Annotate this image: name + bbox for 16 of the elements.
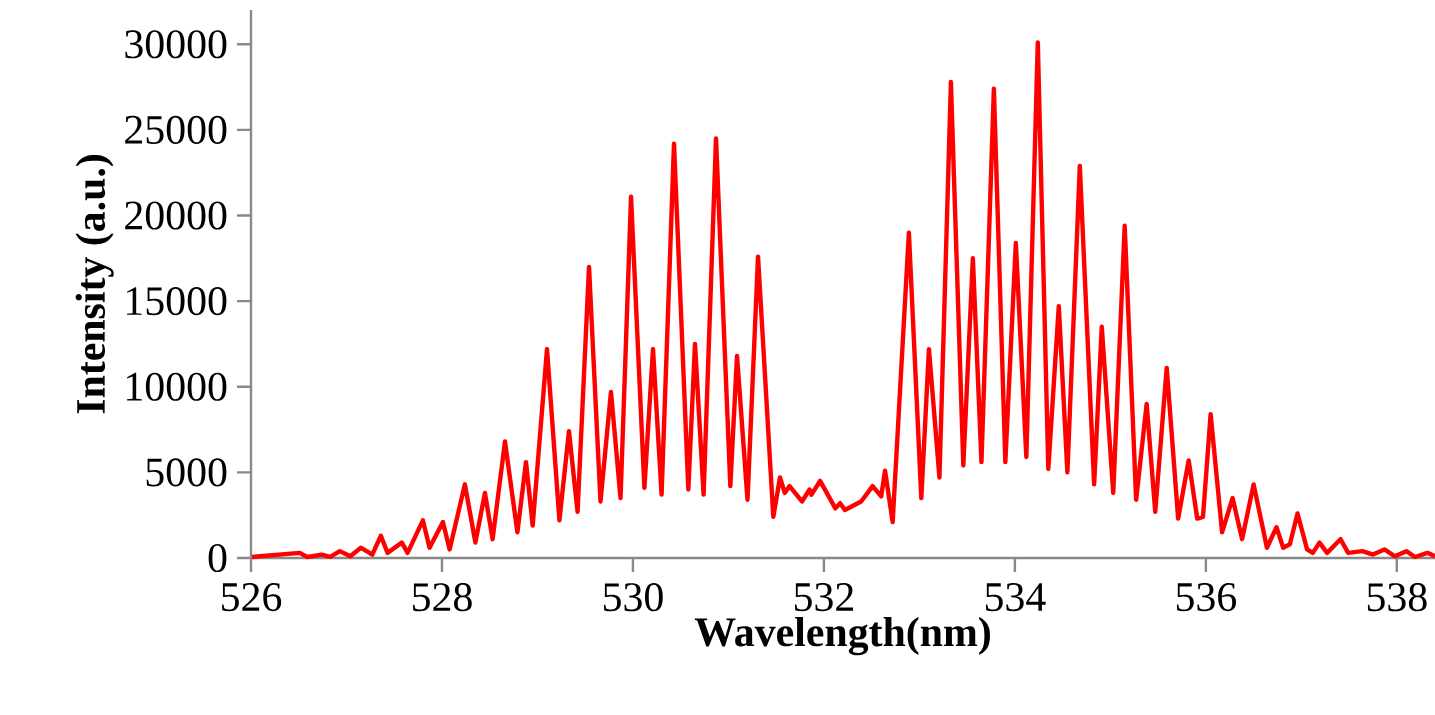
x-tick-label: 526 [222,583,282,612]
y-tick-label: 30000 [125,30,227,59]
x-tick-label: 534 [985,583,1046,612]
y-tick-label: 10000 [127,372,227,401]
y-tick-label: 5000 [146,458,227,487]
y-axis-title: Intensity (a.u.) [75,155,114,414]
x-tick-label: 530 [604,583,663,612]
y-tick-label: 0 [208,543,227,573]
x-tick-label: 532 [794,583,853,612]
x-tick-label: 536 [1176,583,1236,612]
y-tick-label: 20000 [125,201,227,230]
y-tick-label: 25000 [125,115,227,144]
y-tick-label: 15000 [127,287,227,316]
x-axis-title: Wavelength(nm) [694,616,990,656]
x-tick-label: 538 [1367,583,1427,612]
x-tick-label: 528 [413,583,472,612]
